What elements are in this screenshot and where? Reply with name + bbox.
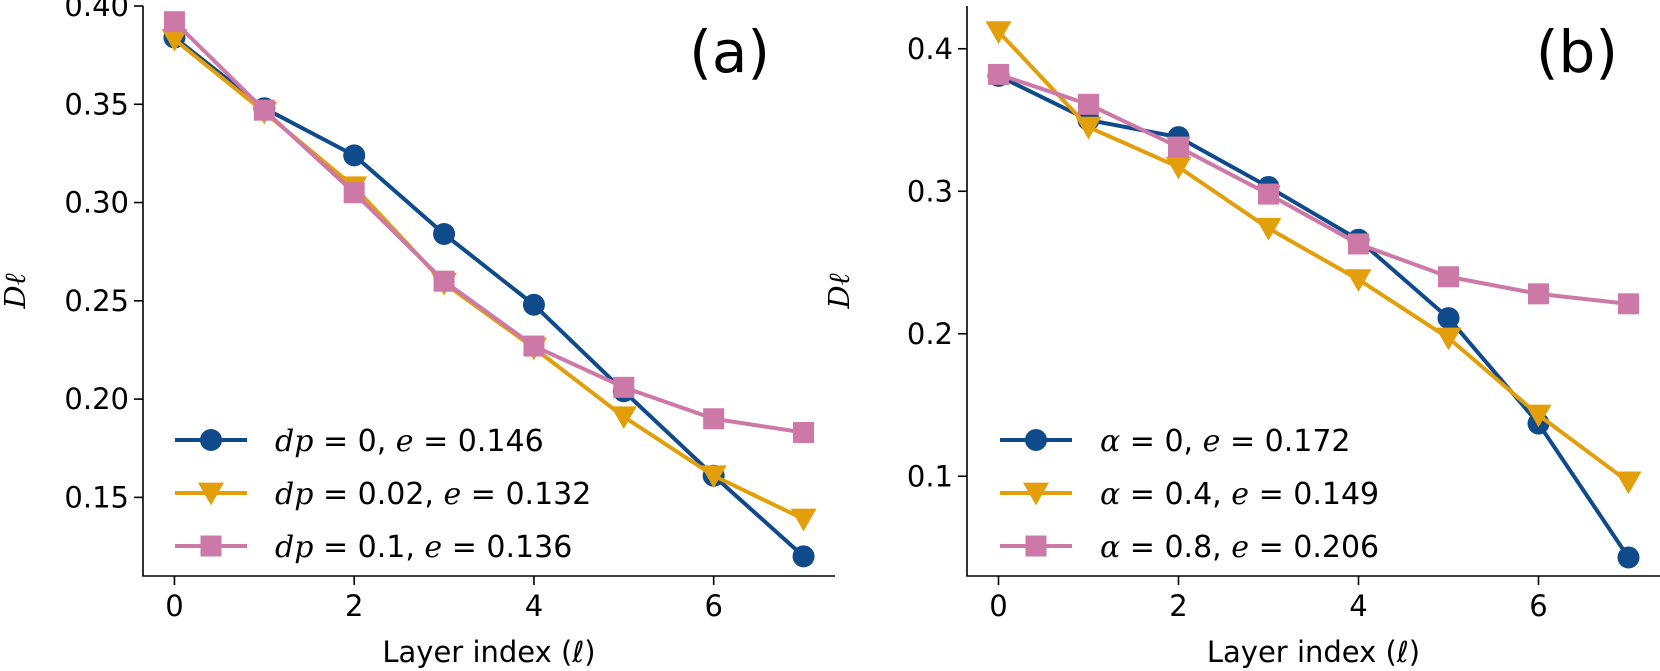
x-tick-label: 0	[165, 589, 183, 623]
data-point	[793, 422, 815, 444]
data-point	[700, 465, 727, 489]
y-tick-label: 0.30	[64, 186, 129, 220]
y-axis-label: Dℓ	[822, 273, 856, 309]
data-point	[613, 376, 635, 398]
data-point	[1615, 471, 1642, 495]
data-point	[1348, 233, 1369, 255]
legend-marker	[200, 535, 222, 557]
data-point	[1618, 293, 1639, 315]
x-tick-label: 6	[704, 589, 722, 623]
legend-marker	[200, 429, 222, 451]
y-tick-label: 0.4	[907, 32, 953, 66]
legend-marker	[198, 482, 224, 506]
data-point	[1078, 93, 1099, 115]
y-tick-label: 0.25	[64, 284, 129, 318]
legend-entry: α = 0.4, e = 0.149	[1100, 477, 1379, 512]
series-2	[988, 63, 1639, 315]
data-point	[343, 182, 365, 204]
panel-label: (a)	[689, 18, 770, 86]
data-point	[523, 335, 545, 357]
data-point	[703, 408, 725, 430]
data-point	[433, 223, 456, 245]
axes-spine	[966, 6, 1660, 577]
legend-entry: α = 0.8, e = 0.206	[1100, 530, 1379, 565]
y-tick-label: 0.1	[907, 459, 953, 493]
data-point	[1437, 307, 1460, 330]
series-line	[997, 30, 1630, 484]
data-point	[1255, 217, 1282, 241]
data-point	[792, 545, 815, 568]
panel-b: 0 2 4 6 0.1 0.2 0.3 0.4 Layer index (ℓ) Dℓ (b) α = …	[822, 6, 1660, 669]
x-tick-label: 0	[989, 589, 1007, 623]
data-point	[161, 29, 188, 52]
data-point	[1528, 283, 1549, 305]
legend: α = 0, e = 0.172 α = 0.4, e = 0.149 α = 0.…	[1000, 424, 1379, 565]
x-tick-label: 4	[525, 589, 543, 623]
y-tick-label: 0.3	[907, 174, 953, 208]
data-point	[1617, 546, 1640, 569]
panel-label: (b)	[1536, 18, 1618, 86]
y-tick-label: 0.35	[64, 87, 129, 121]
series-line	[997, 74, 1631, 559]
data-point	[1165, 156, 1192, 180]
data-point	[1168, 136, 1189, 158]
x-axis-label: Layer index (ℓ)	[1207, 635, 1420, 669]
data-point	[1438, 266, 1459, 288]
x-tick-label: 4	[1349, 589, 1367, 623]
data-point	[985, 21, 1012, 44]
legend-entry: dp = 0.02, e = 0.132	[275, 477, 591, 512]
y-tick-label: 0.40	[64, 0, 129, 23]
y-tick-label: 0.2	[907, 317, 953, 351]
data-point	[610, 406, 637, 430]
legend: dp = 0, e = 0.146 dp = 0.02, e = 0.132 dp …	[175, 424, 591, 565]
data-point	[1525, 404, 1552, 428]
data-point	[790, 508, 817, 532]
legend-marker	[1023, 482, 1049, 506]
x-tick-label: 2	[345, 589, 363, 623]
series-1	[985, 21, 1642, 495]
axes-spine	[142, 6, 835, 577]
y-tick-label: 0.20	[64, 382, 129, 416]
legend-marker	[1025, 535, 1047, 557]
series-line	[173, 35, 805, 558]
data-point	[988, 63, 1009, 85]
legend-entry: α = 0, e = 0.172	[1100, 424, 1351, 459]
data-point	[1075, 116, 1102, 140]
data-point	[1258, 183, 1279, 205]
x-tick-label: 2	[1169, 589, 1187, 623]
data-point	[253, 99, 275, 121]
y-axis-label: Dℓ	[0, 273, 32, 309]
data-point	[433, 270, 455, 292]
legend-entry: dp = 0, e = 0.146	[275, 424, 544, 459]
legend-marker	[1025, 429, 1047, 451]
x-axis-label: Layer index (ℓ)	[382, 635, 595, 669]
data-point	[522, 293, 545, 316]
series-line	[173, 20, 804, 435]
x-tick-label: 6	[1529, 589, 1547, 623]
y-tick-label: 0.15	[64, 480, 129, 514]
data-point	[163, 11, 185, 33]
series-line	[997, 72, 1629, 306]
data-point	[1345, 269, 1372, 292]
series-2	[163, 11, 815, 444]
data-point	[343, 144, 366, 167]
legend-entry: dp = 0.1, e = 0.136	[275, 530, 572, 565]
panel-a: 0 2 4 6 0.15 0.20 0.25 0.30 0.35 0.40 Layer index …	[0, 0, 835, 669]
data-point	[1435, 327, 1462, 351]
